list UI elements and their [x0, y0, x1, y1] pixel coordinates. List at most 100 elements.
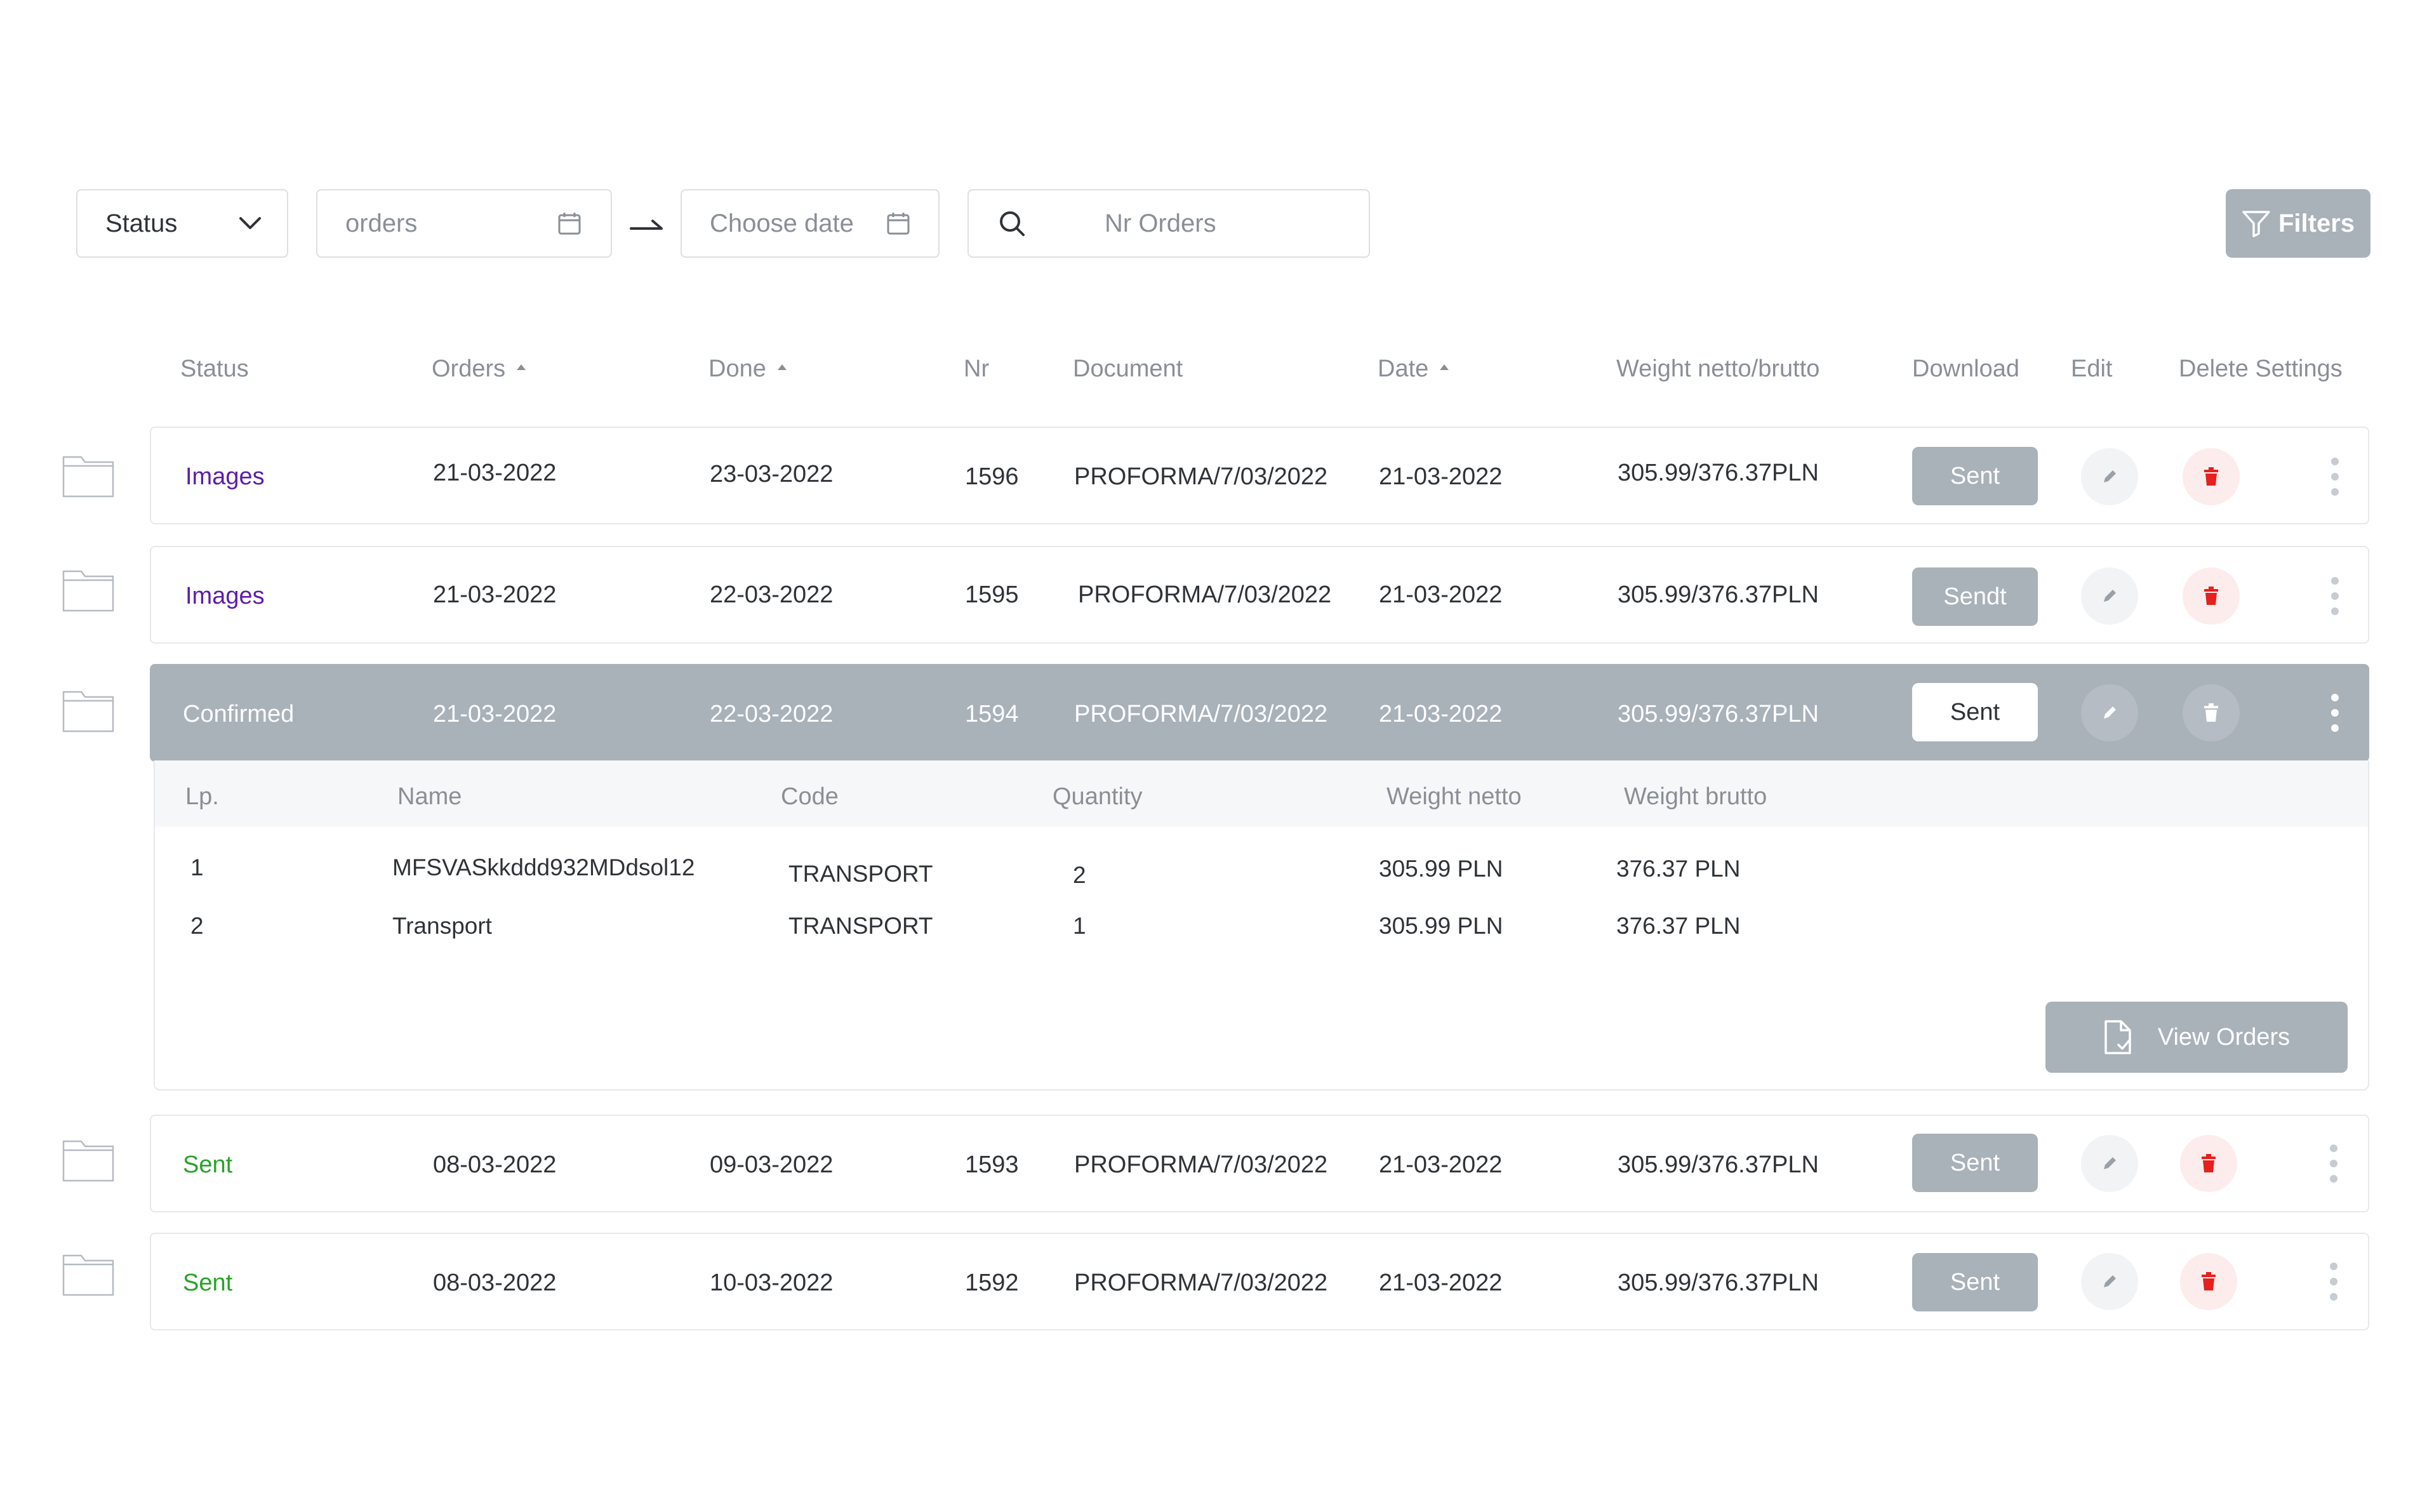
date-from-input[interactable]: orders: [316, 189, 612, 258]
delete-button[interactable]: [2183, 567, 2240, 625]
row-status[interactable]: Images: [185, 463, 265, 490]
detail-item-name: Transport: [392, 913, 492, 939]
more-options-icon[interactable]: [2322, 451, 2348, 502]
trash-icon: [2204, 703, 2218, 722]
sort-asc-icon[interactable]: [517, 364, 526, 370]
more-options-icon[interactable]: [2322, 571, 2348, 621]
filters-button[interactable]: Filters: [2226, 189, 2370, 258]
edit-button[interactable]: [2081, 1135, 2138, 1192]
column-header-download-label: Download: [1912, 355, 2019, 382]
filter-icon: [2242, 211, 2270, 237]
row-weight: 305.99/376.37PLN: [1618, 701, 1819, 727]
calendar-icon[interactable]: [557, 211, 582, 235]
edit-button[interactable]: [2081, 684, 2138, 741]
more-options-icon[interactable]: [2322, 687, 2348, 738]
sort-asc-icon[interactable]: [777, 364, 787, 370]
pencil-icon: [2104, 1157, 2116, 1169]
column-header-done-label: Done: [708, 355, 766, 382]
table-row[interactable]: Images 21-03-2022 23-03-2022 1596 PROFOR…: [150, 427, 2369, 524]
row-orders-date: 21-03-2022: [433, 460, 557, 486]
row-nr: 1595: [965, 581, 1019, 608]
more-options-icon[interactable]: [2321, 1256, 2346, 1307]
row-document: PROFORMA/7/03/2022: [1078, 581, 1332, 608]
row-done-date: 22-03-2022: [710, 581, 834, 608]
delete-button[interactable]: [2183, 448, 2240, 505]
more-options-icon[interactable]: [2321, 1138, 2346, 1189]
detail-item-weight-netto: 305.99 PLN: [1379, 856, 1503, 882]
column-header-edit: Edit: [2071, 355, 2112, 383]
folder-icon[interactable]: [62, 566, 114, 612]
column-header-document: Document: [1073, 355, 1183, 383]
detail-column-lp: Lp.: [185, 783, 219, 810]
calendar-icon[interactable]: [886, 211, 910, 235]
delete-button[interactable]: [2180, 1253, 2237, 1310]
detail-header: Lp. Name Code Quantity Weight netto Weig…: [155, 760, 2368, 826]
trash-icon: [2204, 467, 2218, 486]
detail-column-quantity: Quantity: [1053, 783, 1143, 810]
folder-icon[interactable]: [62, 687, 114, 733]
row-status[interactable]: Images: [185, 583, 265, 609]
edit-button[interactable]: [2081, 1253, 2138, 1310]
row-orders-date: 21-03-2022: [433, 581, 557, 608]
folder-icon[interactable]: [62, 1250, 114, 1296]
detail-column-name: Name: [397, 783, 462, 810]
row-done-date: 23-03-2022: [710, 461, 834, 487]
date-from-value: orders: [345, 209, 418, 237]
download-sent-button[interactable]: Sent: [1912, 1253, 2038, 1311]
pencil-icon: [2104, 1275, 2116, 1287]
table-row[interactable]: Sent 08-03-2022 09-03-2022 1593 PROFORMA…: [150, 1115, 2369, 1212]
table-row[interactable]: Images 21-03-2022 22-03-2022 1595 PROFOR…: [150, 546, 2369, 644]
delete-button[interactable]: [2183, 684, 2240, 741]
download-sent-button[interactable]: Sent: [1912, 447, 2038, 505]
status-select[interactable]: Status: [76, 189, 288, 258]
row-document: PROFORMA/7/03/2022: [1074, 463, 1328, 490]
date-to-input[interactable]: Choose date: [681, 189, 940, 258]
row-weight: 305.99/376.37PLN: [1618, 581, 1819, 608]
detail-item-weight-netto: 305.99 PLN: [1379, 913, 1503, 939]
column-header-weight-label: Weight netto/brutto: [1616, 355, 1820, 382]
row-status[interactable]: Sent: [183, 1151, 233, 1178]
row-weight: 305.99/376.37PLN: [1618, 460, 1819, 486]
column-header-date[interactable]: Date: [1378, 355, 1449, 383]
view-orders-label: View Orders: [2157, 1023, 2290, 1051]
row-weight: 305.99/376.37PLN: [1618, 1270, 1819, 1296]
chevron-down-icon: [239, 217, 261, 229]
row-document: PROFORMA/7/03/2022: [1074, 1151, 1328, 1178]
detail-item-code: TRANSPORT: [788, 861, 933, 887]
detail-item-quantity: 2: [1073, 862, 1086, 888]
search-input[interactable]: Nr Orders: [967, 189, 1370, 258]
search-placeholder: Nr Orders: [1105, 209, 1216, 237]
row-status[interactable]: Confirmed: [183, 701, 295, 727]
column-header-status-label: Status: [180, 355, 249, 382]
row-date: 21-03-2022: [1379, 701, 1503, 727]
sort-asc-icon[interactable]: [1440, 364, 1449, 370]
column-header-done[interactable]: Done: [708, 355, 787, 383]
column-header-document-label: Document: [1073, 355, 1183, 382]
column-header-nr: Nr: [964, 355, 989, 383]
delete-button[interactable]: [2180, 1135, 2237, 1192]
download-sent-button[interactable]: Sendt: [1912, 567, 2038, 626]
folder-icon[interactable]: [62, 1136, 114, 1182]
column-header-weight: Weight netto/brutto: [1616, 355, 1819, 383]
folder-icon[interactable]: [62, 452, 114, 498]
row-date: 21-03-2022: [1379, 581, 1503, 608]
edit-button[interactable]: [2081, 448, 2138, 505]
detail-item-weight-brutto: 376.37 PLN: [1616, 856, 1741, 882]
order-detail-panel: Lp. Name Code Quantity Weight netto Weig…: [154, 760, 2369, 1091]
row-done-date: 09-03-2022: [710, 1151, 834, 1178]
row-status[interactable]: Sent: [183, 1270, 233, 1296]
download-sent-button[interactable]: Sent: [1912, 1134, 2038, 1192]
column-header-download: Download: [1912, 355, 2019, 383]
column-header-nr-label: Nr: [964, 355, 990, 382]
row-orders-date: 08-03-2022: [433, 1270, 557, 1296]
row-date: 21-03-2022: [1379, 1270, 1503, 1296]
table-row[interactable]: Sent 08-03-2022 10-03-2022 1592 PROFORMA…: [150, 1233, 2369, 1330]
column-header-edit-label: Edit: [2071, 355, 2113, 382]
view-orders-button[interactable]: View Orders: [2045, 1002, 2348, 1073]
column-header-orders[interactable]: Orders: [432, 355, 526, 383]
column-header-status: Status: [180, 355, 249, 383]
download-sent-button[interactable]: Sent: [1912, 683, 2038, 741]
table-row-expanded[interactable]: Confirmed 21-03-2022 22-03-2022 1594 PRO…: [150, 664, 2369, 762]
edit-button[interactable]: [2081, 567, 2138, 625]
column-header-orders-label: Orders: [432, 355, 506, 382]
